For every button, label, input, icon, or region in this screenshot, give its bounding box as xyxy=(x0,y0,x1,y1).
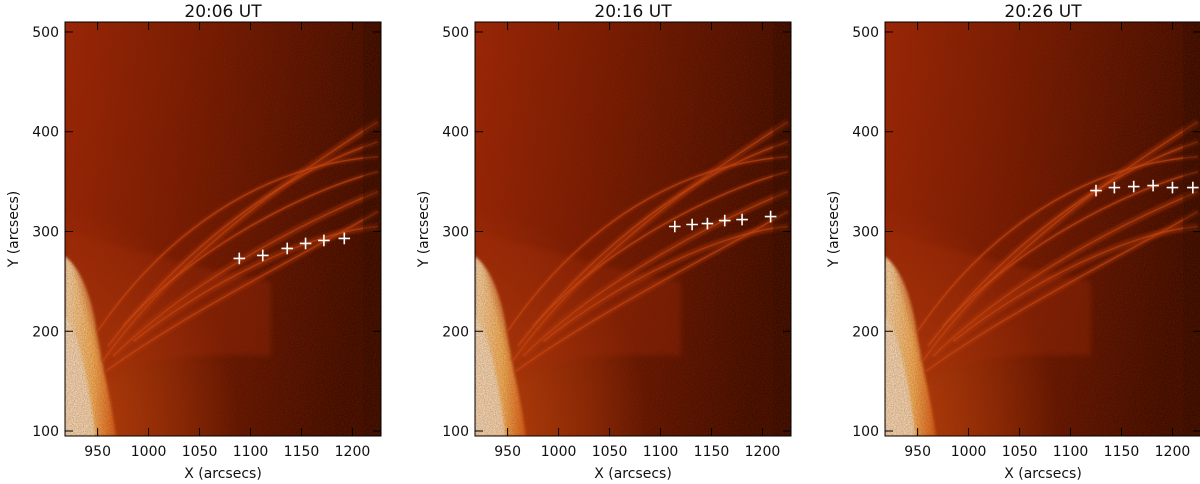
y-tick-label: 400 xyxy=(32,125,59,141)
x-tick-label: 1200 xyxy=(745,444,781,460)
y-tick-label: 300 xyxy=(32,224,59,240)
panel-title: 20:16 UT xyxy=(594,2,672,22)
x-tick-label: 950 xyxy=(84,444,111,460)
y-tick-label: 500 xyxy=(442,25,469,41)
x-tick-label: 1150 xyxy=(1104,444,1140,460)
x-axis-label: X (arcsecs) xyxy=(184,466,262,482)
data-point-marker xyxy=(764,210,777,223)
y-axis-label: Y (arcsecs) xyxy=(416,191,432,269)
panel-title: 20:26 UT xyxy=(1004,2,1082,22)
data-point-marker xyxy=(718,214,731,227)
data-point-marker xyxy=(1090,184,1102,197)
data-point-marker xyxy=(1147,179,1159,192)
solar-image xyxy=(475,22,791,436)
data-point-marker xyxy=(1166,181,1179,194)
y-tick-label: 500 xyxy=(32,25,59,41)
y-tick-label: 300 xyxy=(852,224,879,240)
x-tick-label: 1000 xyxy=(951,444,987,460)
x-tick-label: 1100 xyxy=(233,444,269,460)
data-point-marker xyxy=(1108,181,1121,194)
y-tick-label: 500 xyxy=(852,25,879,41)
y-tick-label: 200 xyxy=(442,324,469,340)
image-noise xyxy=(885,22,1200,436)
x-tick-label: 1200 xyxy=(1155,444,1191,460)
data-point-marker xyxy=(668,220,681,233)
data-point-marker xyxy=(1127,180,1140,193)
panel-title: 20:06 UT xyxy=(184,2,262,22)
data-point-marker xyxy=(736,213,748,226)
data-point-marker xyxy=(701,217,714,230)
x-tick-label: 1050 xyxy=(1002,444,1038,460)
plot-frame xyxy=(474,21,792,437)
y-tick-label: 100 xyxy=(442,424,469,440)
x-tick-label: 1050 xyxy=(182,444,218,460)
x-tick-label: 1200 xyxy=(335,444,371,460)
y-tick-label: 300 xyxy=(442,224,469,240)
data-point-marker xyxy=(338,232,351,245)
x-axis-label: X (arcsecs) xyxy=(1004,466,1082,482)
y-tick-label: 100 xyxy=(32,424,59,440)
data-point-marker xyxy=(256,249,269,262)
x-tick-label: 1000 xyxy=(131,444,167,460)
x-tick-label: 1100 xyxy=(643,444,679,460)
data-point-marker xyxy=(281,242,294,255)
plot-frame xyxy=(884,21,1200,437)
data-point-marker xyxy=(299,237,312,250)
data-point-marker xyxy=(686,218,698,231)
chart-panel-2: 950 1000 1050 1100 1150 1200 100 200 300 400 500 20… xyxy=(416,2,792,482)
data-point-marker xyxy=(318,234,330,247)
x-tick-label: 1150 xyxy=(694,444,730,460)
image-noise xyxy=(475,22,791,436)
chart-panel-1: 950 1000 1050 1100 1150 1200 100 200 300 400 500 20… xyxy=(6,2,382,482)
y-tick-label: 200 xyxy=(852,324,879,340)
solar-image xyxy=(65,22,381,436)
data-point-marker xyxy=(1187,181,1199,194)
image-noise xyxy=(65,22,381,436)
x-tick-label: 1150 xyxy=(284,444,320,460)
x-tick-label: 1050 xyxy=(592,444,628,460)
y-tick-label: 400 xyxy=(852,125,879,141)
y-tick-label: 400 xyxy=(442,125,469,141)
x-tick-label: 950 xyxy=(904,444,931,460)
y-axis-label: Y (arcsecs) xyxy=(6,191,22,269)
chart-panel-3: 950 1000 1050 1100 1150 1200 100 200 300 400 500 20… xyxy=(826,2,1200,482)
data-point-marker xyxy=(233,252,246,265)
plot-frame xyxy=(64,21,382,437)
x-tick-label: 1000 xyxy=(541,444,577,460)
y-axis-label: Y (arcsecs) xyxy=(826,191,842,269)
x-tick-label: 1100 xyxy=(1053,444,1089,460)
x-axis-label: X (arcsecs) xyxy=(594,466,672,482)
y-tick-label: 100 xyxy=(852,424,879,440)
solar-image xyxy=(885,22,1200,436)
y-tick-label: 200 xyxy=(32,324,59,340)
x-tick-label: 950 xyxy=(494,444,521,460)
